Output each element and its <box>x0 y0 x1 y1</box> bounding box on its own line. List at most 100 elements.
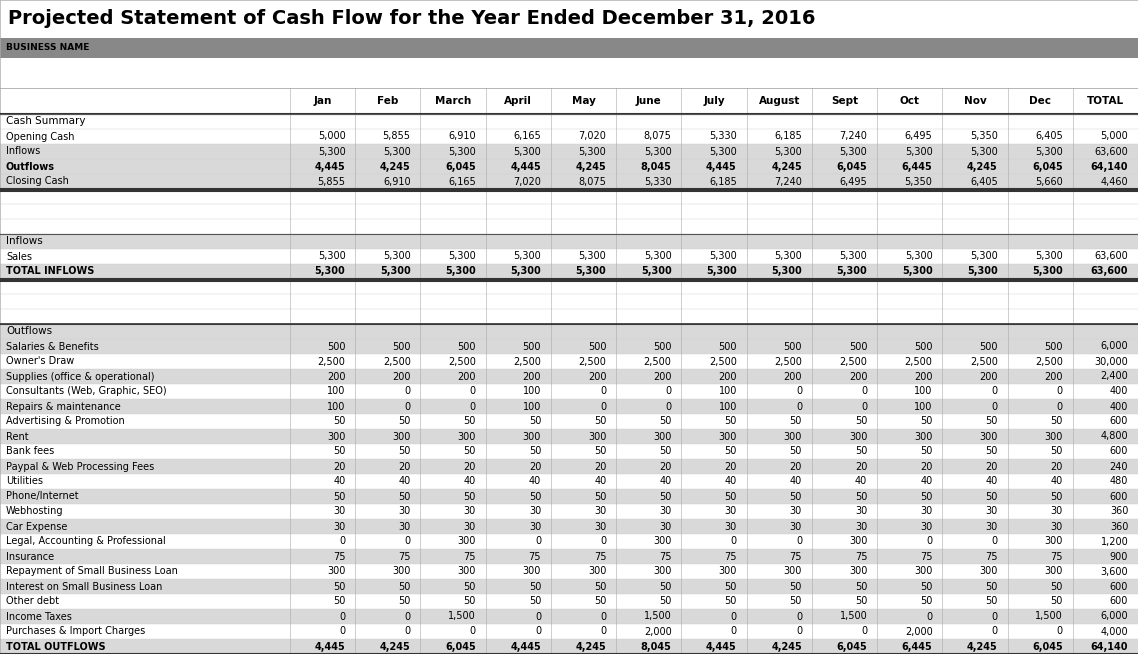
Text: Closing Cash: Closing Cash <box>6 177 69 186</box>
Text: Jan: Jan <box>313 96 332 106</box>
Text: 4,445: 4,445 <box>706 642 736 651</box>
Bar <box>0 474 1138 489</box>
Text: 75: 75 <box>790 551 802 562</box>
Text: 50: 50 <box>1050 581 1063 591</box>
Text: 50: 50 <box>921 581 932 591</box>
Text: 300: 300 <box>718 432 736 441</box>
Text: Cash Summary: Cash Summary <box>6 116 85 126</box>
Text: 0: 0 <box>404 402 411 411</box>
Text: 30: 30 <box>725 506 736 517</box>
Text: 6,000: 6,000 <box>1100 611 1128 621</box>
Text: 300: 300 <box>784 432 802 441</box>
Text: 30: 30 <box>463 521 476 532</box>
Text: 600: 600 <box>1110 447 1128 456</box>
Text: 50: 50 <box>529 581 542 591</box>
Text: 7,240: 7,240 <box>840 131 867 141</box>
Text: 5,300: 5,300 <box>970 252 998 262</box>
Text: 5,300: 5,300 <box>578 252 607 262</box>
Text: 6,445: 6,445 <box>901 162 932 171</box>
Text: 1,500: 1,500 <box>840 611 867 621</box>
Text: 200: 200 <box>914 371 932 381</box>
Text: 75: 75 <box>1050 551 1063 562</box>
Text: 1,500: 1,500 <box>448 611 476 621</box>
Text: 500: 500 <box>784 341 802 351</box>
Text: 40: 40 <box>659 477 671 487</box>
Text: 5,300: 5,300 <box>644 146 671 156</box>
Text: 0: 0 <box>861 627 867 636</box>
Text: Salaries & Benefits: Salaries & Benefits <box>6 341 99 351</box>
Text: 2,000: 2,000 <box>905 627 932 636</box>
Text: 40: 40 <box>463 477 476 487</box>
Text: 50: 50 <box>855 417 867 426</box>
Text: 50: 50 <box>463 492 476 502</box>
Text: 4,445: 4,445 <box>510 642 542 651</box>
Text: 5,300: 5,300 <box>1036 146 1063 156</box>
Text: 0: 0 <box>991 536 998 547</box>
Bar <box>0 58 1138 88</box>
Text: Inflows: Inflows <box>6 237 43 247</box>
Text: 0: 0 <box>404 611 411 621</box>
Text: 900: 900 <box>1110 551 1128 562</box>
Bar <box>0 444 1138 459</box>
Text: Insurance: Insurance <box>6 551 55 562</box>
Text: 30: 30 <box>855 521 867 532</box>
Text: 5,300: 5,300 <box>380 266 411 277</box>
Text: 50: 50 <box>333 581 346 591</box>
Text: 200: 200 <box>653 371 671 381</box>
Text: 50: 50 <box>790 417 802 426</box>
Text: 6,495: 6,495 <box>840 177 867 186</box>
Text: 4,460: 4,460 <box>1100 177 1128 186</box>
Text: 50: 50 <box>725 417 736 426</box>
Text: 100: 100 <box>718 402 736 411</box>
Text: 5,300: 5,300 <box>448 252 476 262</box>
Text: 2,400: 2,400 <box>1100 371 1128 381</box>
Text: 4,445: 4,445 <box>706 162 736 171</box>
Text: 50: 50 <box>659 581 671 591</box>
Text: April: April <box>504 96 533 106</box>
Text: 0: 0 <box>666 387 671 396</box>
Text: 75: 75 <box>594 551 607 562</box>
Text: 5,300: 5,300 <box>840 146 867 156</box>
Text: 0: 0 <box>991 402 998 411</box>
Text: Sales: Sales <box>6 252 32 262</box>
Text: 300: 300 <box>980 432 998 441</box>
Text: 0: 0 <box>1057 627 1063 636</box>
Text: 50: 50 <box>986 492 998 502</box>
Text: 50: 50 <box>333 447 346 456</box>
Text: 7,020: 7,020 <box>513 177 542 186</box>
Text: 600: 600 <box>1110 581 1128 591</box>
Text: 5,300: 5,300 <box>318 252 346 262</box>
Text: 30: 30 <box>790 506 802 517</box>
Text: 50: 50 <box>725 581 736 591</box>
Text: 4,800: 4,800 <box>1100 432 1128 441</box>
Text: 75: 75 <box>855 551 867 562</box>
Text: Interest on Small Business Loan: Interest on Small Business Loan <box>6 581 163 591</box>
Bar <box>0 369 1138 384</box>
Text: 50: 50 <box>986 581 998 591</box>
Text: 50: 50 <box>594 447 607 456</box>
Text: 5,000: 5,000 <box>1100 131 1128 141</box>
Bar <box>0 144 1138 159</box>
Text: 6,165: 6,165 <box>448 177 476 186</box>
Bar <box>0 204 1138 219</box>
Text: Feb: Feb <box>377 96 398 106</box>
Text: 50: 50 <box>986 596 998 606</box>
Text: 5,300: 5,300 <box>967 266 998 277</box>
Text: 240: 240 <box>1110 462 1128 472</box>
Text: 4,445: 4,445 <box>315 642 346 651</box>
Text: Owner's Draw: Owner's Draw <box>6 356 74 366</box>
Text: 5,660: 5,660 <box>1036 177 1063 186</box>
Text: 0: 0 <box>795 536 802 547</box>
Text: August: August <box>759 96 800 106</box>
Text: 5,300: 5,300 <box>644 252 671 262</box>
Text: June: June <box>636 96 661 106</box>
Text: 50: 50 <box>855 581 867 591</box>
Text: Income Taxes: Income Taxes <box>6 611 72 621</box>
Bar <box>0 399 1138 414</box>
Text: 300: 300 <box>849 566 867 576</box>
Text: 500: 500 <box>457 341 476 351</box>
Text: 500: 500 <box>914 341 932 351</box>
Text: 50: 50 <box>594 492 607 502</box>
Text: 50: 50 <box>986 417 998 426</box>
Text: 50: 50 <box>463 581 476 591</box>
